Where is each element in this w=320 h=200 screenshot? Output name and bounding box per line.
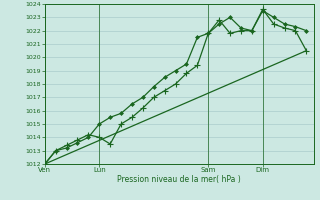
X-axis label: Pression niveau de la mer( hPa ): Pression niveau de la mer( hPa ) [117, 175, 241, 184]
